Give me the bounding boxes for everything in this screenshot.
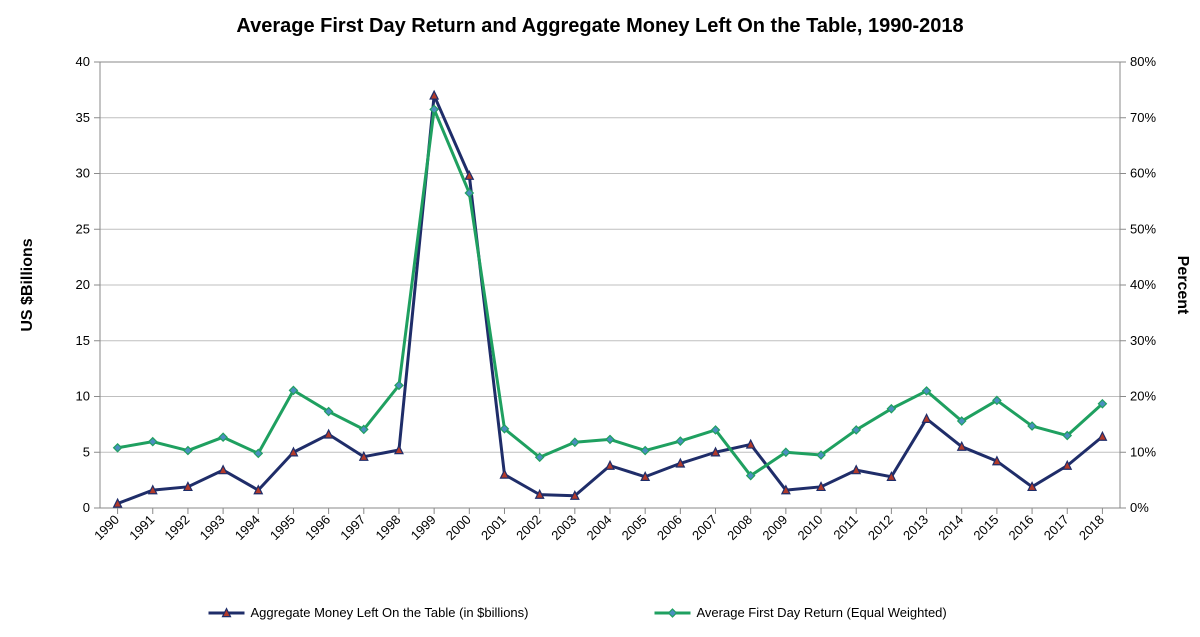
chart-container: Average First Day Return and Aggregate M… xyxy=(0,0,1200,637)
y-left-tick-label: 15 xyxy=(76,333,90,348)
y-left-tick-label: 40 xyxy=(76,54,90,69)
y-right-axis-label: Percent xyxy=(1174,256,1191,315)
y-left-tick-label: 20 xyxy=(76,277,90,292)
y-left-axis-label: US $Billions xyxy=(19,238,36,331)
y-left-tick-label: 30 xyxy=(76,166,90,181)
y-right-tick-label: 30% xyxy=(1130,333,1156,348)
y-right-tick-label: 0% xyxy=(1130,500,1149,515)
y-right-tick-label: 20% xyxy=(1130,389,1156,404)
y-right-tick-label: 70% xyxy=(1130,110,1156,125)
y-left-tick-label: 25 xyxy=(76,221,90,236)
legend-label-aggregate_money: Aggregate Money Left On the Table (in $b… xyxy=(251,605,529,620)
y-right-tick-label: 10% xyxy=(1130,444,1156,459)
y-right-tick-label: 50% xyxy=(1130,221,1156,236)
y-right-tick-label: 60% xyxy=(1130,166,1156,181)
y-left-tick-label: 5 xyxy=(83,444,90,459)
chart-svg: Average First Day Return and Aggregate M… xyxy=(0,0,1200,637)
y-right-tick-label: 80% xyxy=(1130,54,1156,69)
legend-label-avg_first_day_return: Average First Day Return (Equal Weighted… xyxy=(697,605,947,620)
y-right-tick-label: 40% xyxy=(1130,277,1156,292)
y-left-tick-label: 35 xyxy=(76,110,90,125)
chart-title: Average First Day Return and Aggregate M… xyxy=(236,15,963,37)
y-left-tick-label: 0 xyxy=(83,500,90,515)
y-left-tick-label: 10 xyxy=(76,389,90,404)
